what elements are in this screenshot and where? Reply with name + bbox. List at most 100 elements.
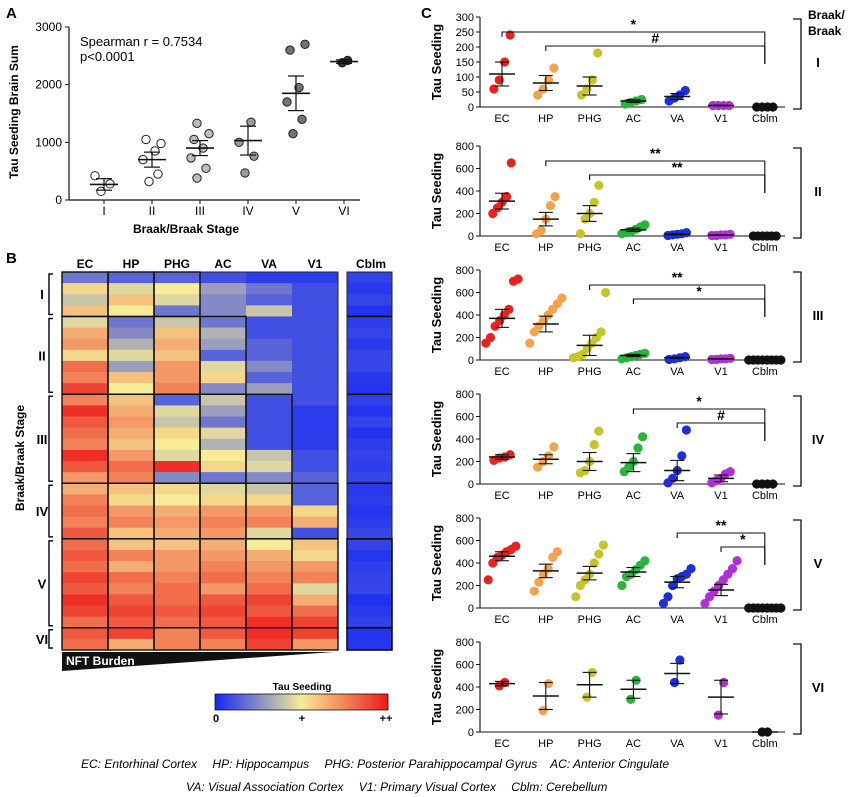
panel-c-point-va — [663, 592, 673, 602]
heatmap-cell — [292, 638, 339, 651]
heatmap-cell — [246, 494, 293, 506]
panel-c-ylabel: Tau Seeding — [429, 24, 444, 100]
panel-a-xtick-label: IV — [242, 204, 253, 218]
heatmap-cell — [62, 327, 109, 340]
colorbar-title: Tau Seeding — [273, 682, 332, 693]
panel-c-point-va — [681, 425, 692, 435]
legend-line-2: VA: Visual Association Cortex V1: Primar… — [186, 780, 607, 794]
braak-header-line1: Braak/ — [808, 8, 845, 22]
heatmap-stage-bracket — [48, 484, 53, 538]
heatmap-cell — [292, 594, 339, 607]
heatmap-cell — [347, 294, 393, 306]
panel-c-ytick-label: 300 — [456, 12, 474, 24]
panel-c-xtick-label: AC — [626, 490, 641, 502]
panel-c-significance-bracket — [676, 422, 766, 441]
heatmap-cell — [154, 605, 201, 618]
panel-c-point-ac — [633, 443, 643, 453]
panel-c-point-v1 — [732, 556, 742, 566]
panel-c-point-va — [667, 473, 678, 483]
heatmap-cell — [108, 638, 155, 651]
heatmap-cell — [347, 327, 393, 340]
panel-c-point-phg — [589, 197, 599, 207]
panel-c-xtick-label: VA — [670, 614, 685, 626]
panel-c-xtick-label: AC — [626, 614, 641, 626]
heatmap-cell — [200, 594, 247, 607]
heatmap-cell — [347, 616, 393, 629]
heatmap-cell — [292, 449, 339, 462]
panel-a-point — [153, 169, 163, 179]
panel-c-xtick-label: Cblm — [752, 738, 778, 750]
heatmap-cblm-label: Cblm — [356, 257, 386, 271]
panel-a-spearman: Spearman r = 0.7534 — [80, 34, 203, 49]
heatmap-cell — [154, 505, 201, 518]
legend-ec: EC: Entorhinal Cortex — [81, 757, 198, 771]
panel-c-xtick-label: V1 — [714, 113, 727, 125]
heatmap-cell — [154, 527, 201, 540]
heatmap-cell — [62, 549, 109, 562]
heatmap-cell — [246, 283, 293, 295]
panel-c-ytick-label: 800 — [456, 637, 474, 649]
panel-c-ytick-label: 800 — [456, 141, 474, 153]
heatmap-cell — [200, 416, 247, 429]
panel-c-ytick-label: 0 — [468, 727, 474, 739]
panel-a-xtick-label: I — [102, 204, 105, 218]
panel-a-ytick-label: 2000 — [35, 78, 62, 92]
panel-c-ytick-label: 400 — [456, 310, 474, 322]
panel-c-ytick-label: 200 — [456, 42, 474, 54]
heatmap-cell — [292, 349, 339, 362]
legend-cblm: Cblm: Cerebellum — [511, 780, 607, 794]
panel-c-subplot-II: Tau Seeding 0 200 400 600 800 EC HP PHG AC VA V1 Cbl… — [429, 141, 822, 254]
panel-c-xtick-label: PHG — [578, 366, 602, 378]
legend-ac: AC: Anterior Cingulate — [549, 757, 669, 771]
heatmap-cell — [62, 583, 109, 595]
heatmap-cell — [246, 638, 293, 651]
panel-a-ytick-label: 0 — [55, 193, 62, 207]
panel-c-xtick-label: Cblm — [752, 113, 778, 125]
heatmap-cell — [62, 449, 109, 462]
panel-c-ytick-label: 400 — [456, 186, 474, 198]
panel-c-xtick-label: HP — [538, 490, 553, 502]
panel-a-point — [285, 45, 295, 55]
panel-c-point-phg — [575, 229, 586, 239]
heatmap-cell — [62, 394, 109, 406]
heatmap-cell — [347, 316, 393, 329]
panel-c-xtick-label: VA — [670, 738, 685, 750]
panel-c-xtick-label: EC — [494, 242, 509, 254]
heatmap-cell — [200, 327, 247, 340]
heatmap-cell — [246, 372, 293, 384]
panel-a-xtick-label: III — [195, 204, 205, 218]
panel-a-point — [192, 118, 202, 129]
heatmap-cell — [347, 394, 393, 406]
heatmap-cell — [347, 483, 393, 495]
panel-c-point-ac — [617, 580, 627, 591]
panel-c-stage-label: I — [816, 55, 820, 70]
panel-a-point — [282, 97, 292, 107]
heatmap-cell — [62, 472, 109, 484]
heatmap-cell — [246, 461, 293, 473]
heatmap-cell — [108, 516, 155, 529]
heatmap-cell — [292, 305, 339, 317]
heatmap-cell — [108, 394, 155, 406]
panel-a-point — [141, 134, 151, 145]
heatmap-cell — [292, 372, 339, 384]
heatmap-cell — [200, 294, 247, 306]
panel-c-xtick-label: PHG — [578, 242, 602, 254]
heatmap-cell — [200, 427, 247, 440]
heatmap-cell — [108, 594, 155, 607]
panel-c-ylabel: Tau Seeding — [429, 525, 444, 601]
panel-c-letter: C — [421, 5, 432, 22]
heatmap-cell — [108, 627, 155, 640]
heatmap-cell — [62, 360, 109, 373]
panel-c-significance-label: # — [717, 407, 725, 423]
heatmap-cell — [108, 283, 155, 295]
heatmap-cell — [200, 549, 247, 562]
panel-a-point — [288, 128, 298, 139]
heatmap-column-label-ac: AC — [214, 257, 232, 271]
panel-c-point-hp — [543, 451, 554, 461]
panel-b-letter: B — [6, 250, 17, 267]
heatmap-cell — [246, 383, 293, 395]
heatmap-cell — [62, 416, 109, 429]
panel-c-significance-label: * — [631, 16, 637, 32]
heatmap-cell — [246, 405, 293, 418]
heatmap-cell — [292, 272, 339, 284]
